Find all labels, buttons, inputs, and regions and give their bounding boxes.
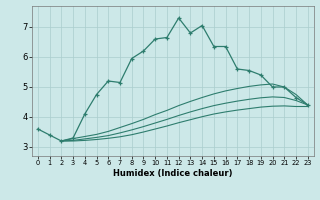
X-axis label: Humidex (Indice chaleur): Humidex (Indice chaleur) xyxy=(113,169,233,178)
